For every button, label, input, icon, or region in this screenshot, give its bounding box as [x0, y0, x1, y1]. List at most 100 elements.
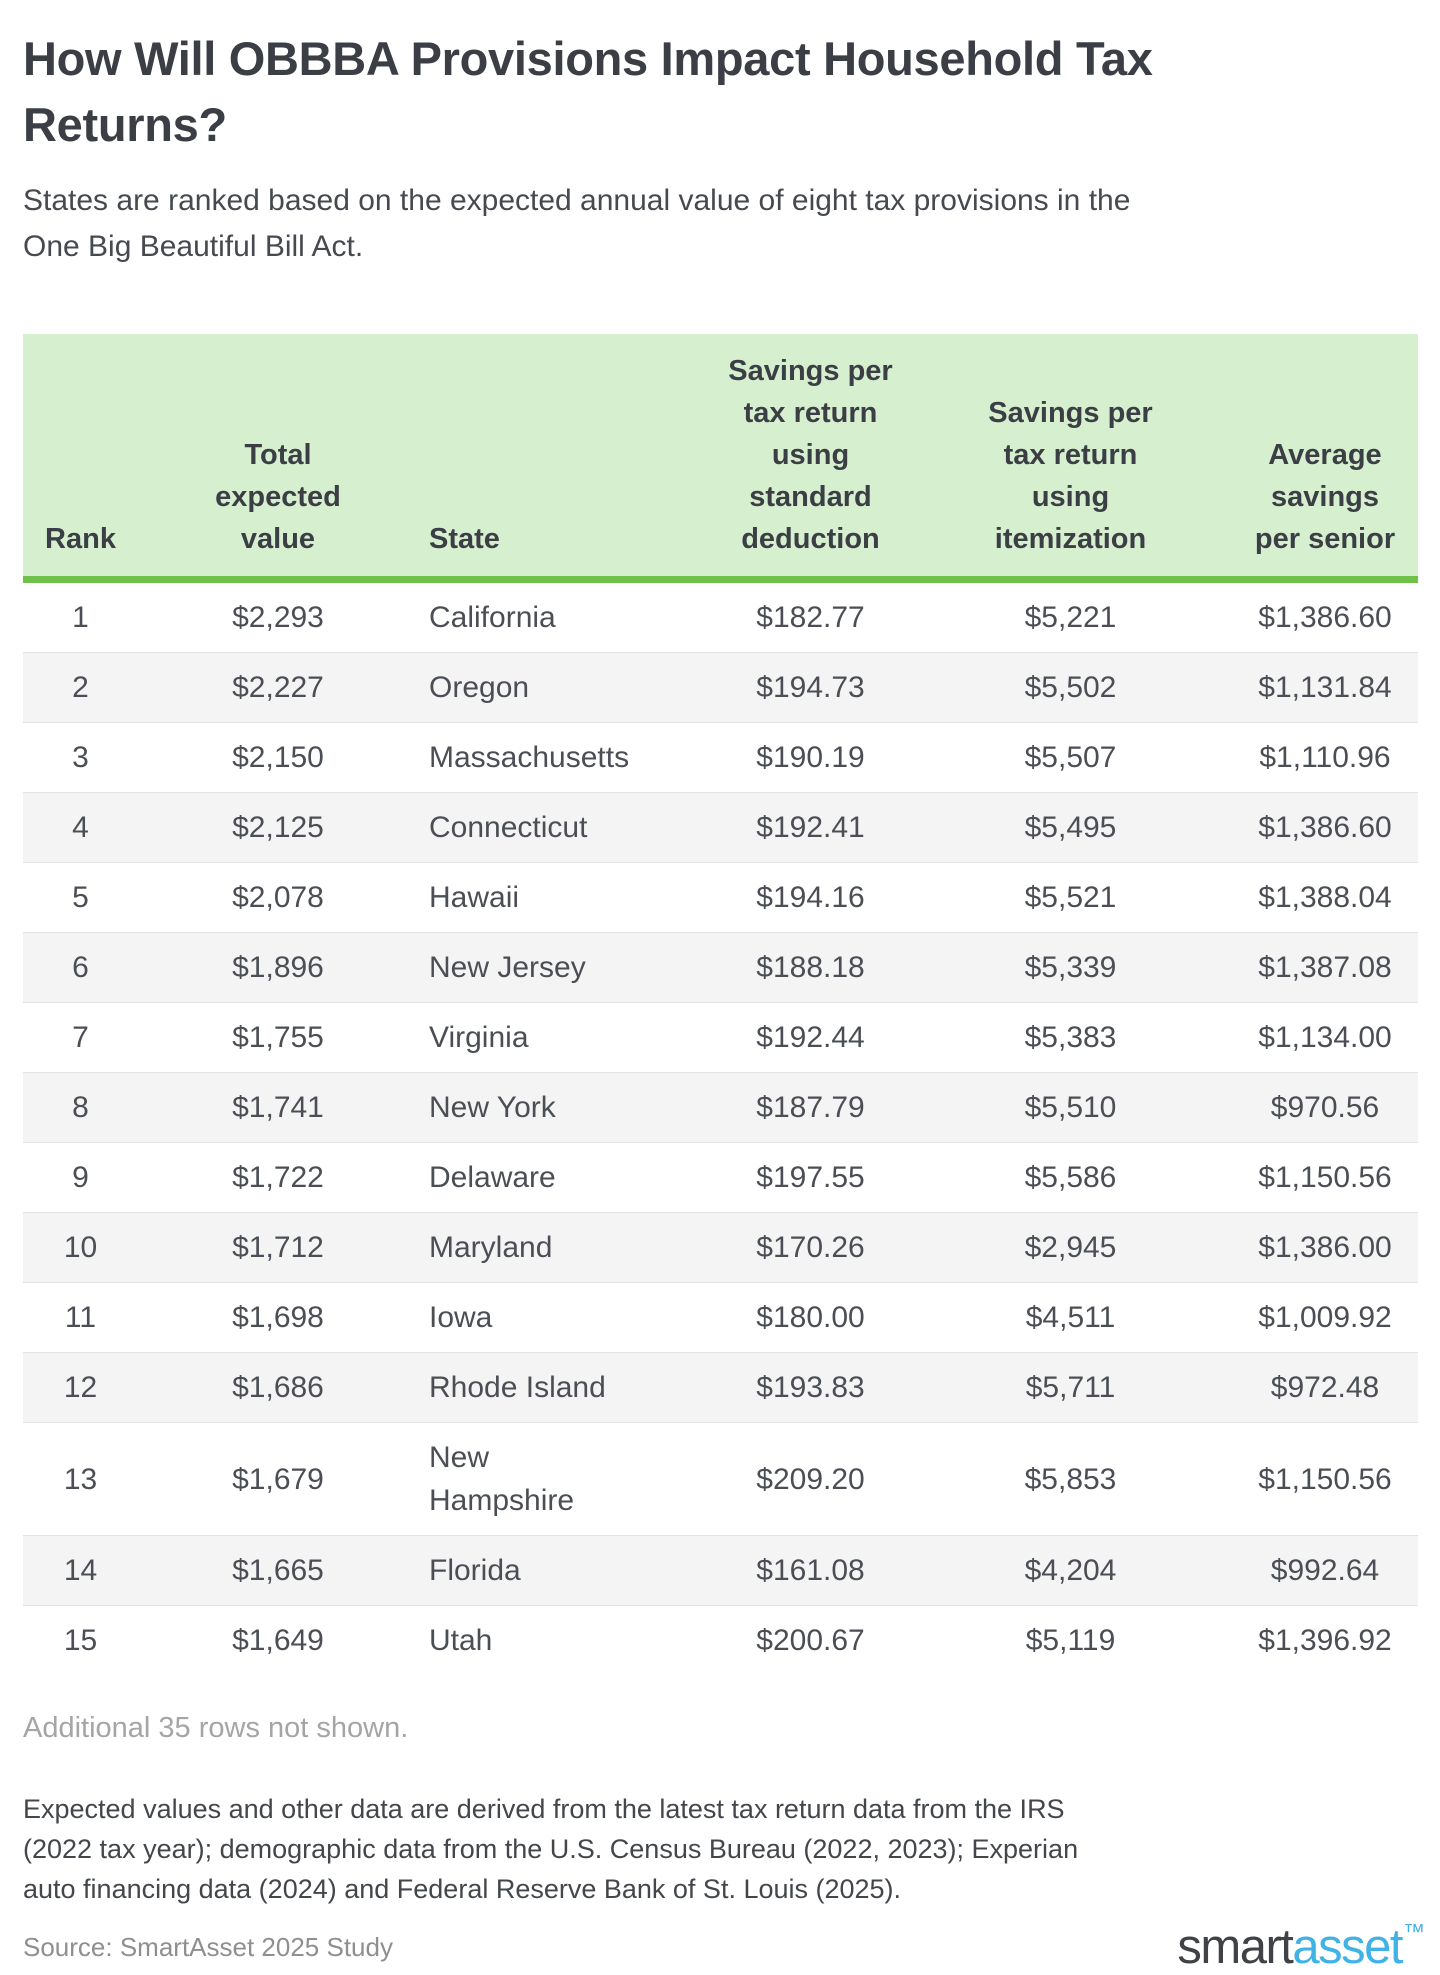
cell-savings-standard-deduction: $170.26	[668, 1212, 953, 1283]
cell-savings-standard-deduction: $193.83	[668, 1352, 953, 1423]
cell-savings-itemization: $5,853	[1024, 1462, 1117, 1496]
methodology-note: Expected values and other data are deriv…	[23, 1794, 1079, 1904]
cell-rank: 9	[72, 1161, 89, 1194]
cell-savings-itemization: $5,586	[1024, 1161, 1117, 1194]
table-row: 4 $2,125 Connecticut $192.41 $5,495 $1,386.60	[23, 792, 1418, 863]
cell-state: Maryland	[418, 1212, 668, 1283]
cell-average-savings-per-senior: $1,386.00	[1188, 1212, 1418, 1283]
cell-savings-standard-deduction: $180.00	[756, 1301, 865, 1334]
cell-state: California	[429, 601, 556, 634]
cell-state: Utah	[429, 1624, 493, 1657]
additional-rows-note: Additional 35 rows not shown.	[23, 1712, 409, 1744]
cell-state: Virginia	[429, 1021, 529, 1054]
table-body: 1 $2,293 California $182.77 $5,221 $1,386.60 2…	[23, 580, 1418, 1676]
cell-savings-itemization: $5,502	[953, 652, 1188, 723]
cell-savings-itemization: $2,945	[953, 1212, 1188, 1283]
cell-savings-standard-deduction: $209.20	[756, 1462, 865, 1496]
cell-rank: 10	[23, 1212, 138, 1283]
cell-savings-itemization: $4,204	[953, 1535, 1188, 1606]
cell-savings-itemization: $5,339	[953, 932, 1188, 1003]
table-row: 11 $1,698 Iowa $180.00 $4,511 $1,009.92	[23, 1283, 1418, 1353]
cell-rank: 11	[64, 1301, 97, 1334]
cell-average-savings-per-senior: $1,387.08	[1188, 932, 1418, 1003]
cell-total-expected-value: $2,078	[232, 881, 324, 914]
cell-total-expected-value: $1,755	[232, 1021, 324, 1054]
table-row: 2 $2,227 Oregon $194.73 $5,502 $1,131.84	[23, 652, 1418, 723]
cell-total-expected-value: $2,125	[138, 792, 418, 863]
table-header: Rank Total expected value State Savings …	[23, 334, 1418, 583]
table-row: 7 $1,755 Virginia $192.44 $5,383 $1,134.00	[23, 1003, 1418, 1073]
cell-rank: 14	[23, 1535, 138, 1606]
cell-savings-itemization: $4,511	[1025, 1301, 1116, 1334]
cell-average-savings-per-senior: $1,150.56	[1258, 1161, 1392, 1194]
table-row: 14 $1,665 Florida $161.08 $4,204 $992.64	[23, 1535, 1418, 1606]
column-header-total-expected-value: Total expected value	[138, 334, 418, 583]
cell-rank: 13	[63, 1462, 98, 1496]
cell-state: New York	[418, 1072, 668, 1143]
cell-savings-itemization: $5,383	[1024, 1021, 1117, 1054]
column-header-savings-standard-deduction: Savings per tax return using standard de…	[668, 334, 953, 583]
cell-state: Connecticut	[418, 792, 668, 863]
cell-savings-itemization: $5,510	[953, 1072, 1188, 1143]
table-row: 13 $1,679 New Hampshire $209.20 $5,853 $1,150…	[23, 1423, 1418, 1536]
cell-total-expected-value: $1,698	[232, 1301, 324, 1334]
column-header-average-savings-per-senior: Average savings per senior	[1188, 334, 1418, 583]
cell-average-savings-per-senior: $970.56	[1188, 1072, 1418, 1143]
cell-savings-standard-deduction: $192.44	[756, 1021, 865, 1054]
cell-state: Oregon	[418, 652, 668, 723]
cell-state: New Hampshire	[429, 1441, 575, 1517]
cell-total-expected-value: $2,293	[232, 601, 324, 634]
table-row: 9 $1,722 Delaware $197.55 $5,586 $1,150.56	[23, 1143, 1418, 1213]
cell-rank: 15	[63, 1624, 98, 1657]
cell-rank: 5	[72, 881, 89, 914]
cell-savings-itemization: $5,495	[953, 792, 1188, 863]
logo-text-asset: asset	[1292, 1920, 1403, 1974]
cell-savings-standard-deduction: $188.18	[668, 932, 953, 1003]
cell-average-savings-per-senior: $992.64	[1188, 1535, 1418, 1606]
column-header-savings-itemization: Savings per tax return using itemization	[953, 334, 1188, 583]
cell-savings-itemization: $5,521	[1024, 881, 1117, 914]
table-row: 10 $1,712 Maryland $170.26 $2,945 $1,386.00	[23, 1212, 1418, 1283]
cell-state: Florida	[418, 1535, 668, 1606]
cell-rank: 7	[72, 1021, 89, 1054]
cell-average-savings-per-senior: $1,386.60	[1188, 792, 1418, 863]
table-row: 3 $2,150 Massachusetts $190.19 $5,507 $1,110.…	[23, 723, 1418, 793]
cell-savings-standard-deduction: $190.19	[756, 741, 865, 774]
cell-rank: 12	[23, 1352, 138, 1423]
cell-savings-itemization: $5,119	[1025, 1624, 1116, 1657]
rankings-table: Rank Total expected value State Savings …	[23, 334, 1418, 1675]
cell-rank: 6	[23, 932, 138, 1003]
cell-state: Delaware	[429, 1161, 556, 1194]
cell-savings-standard-deduction: $200.67	[756, 1624, 865, 1657]
header-row: Rank Total expected value State Savings …	[23, 334, 1418, 583]
table-row: 1 $2,293 California $182.77 $5,221 $1,386.60	[23, 580, 1418, 653]
table-row: 12 $1,686 Rhode Island $193.83 $5,711 $972.48	[23, 1352, 1418, 1423]
cell-savings-standard-deduction: $194.73	[668, 652, 953, 723]
cell-rank: 8	[23, 1072, 138, 1143]
cell-total-expected-value: $1,679	[232, 1462, 324, 1496]
table-row: 8 $1,741 New York $187.79 $5,510 $970.56	[23, 1072, 1418, 1143]
cell-savings-standard-deduction: $161.08	[668, 1535, 953, 1606]
cell-savings-standard-deduction: $197.55	[756, 1161, 865, 1194]
footer-row: Source: SmartAsset 2025 Study smartasset…	[23, 1919, 1425, 1975]
cell-total-expected-value: $2,227	[138, 652, 418, 723]
column-header-state: State	[418, 334, 668, 583]
logo-text-smart: smart	[1177, 1920, 1294, 1974]
trademark-icon: ™	[1403, 1919, 1425, 1944]
cell-average-savings-per-senior: $1,110.96	[1259, 741, 1391, 774]
cell-average-savings-per-senior: $1,131.84	[1188, 652, 1418, 723]
cell-state: Rhode Island	[418, 1352, 668, 1423]
cell-savings-itemization: $5,711	[953, 1352, 1188, 1423]
cell-savings-standard-deduction: $187.79	[668, 1072, 953, 1143]
cell-rank: 1	[72, 601, 89, 634]
cell-state: Massachusetts	[429, 741, 630, 774]
cell-average-savings-per-senior: $1,386.60	[1258, 601, 1392, 634]
column-header-rank: Rank	[23, 334, 138, 583]
source-note: Source: SmartAsset 2025 Study	[23, 1931, 393, 1962]
cell-average-savings-per-senior: $972.48	[1188, 1352, 1418, 1423]
smartasset-logo: smartasset™	[1177, 1919, 1425, 1975]
cell-total-expected-value: $1,649	[232, 1624, 324, 1657]
cell-total-expected-value: $2,150	[232, 741, 324, 774]
page-subtitle: States are ranked based on the expected …	[23, 184, 1131, 263]
